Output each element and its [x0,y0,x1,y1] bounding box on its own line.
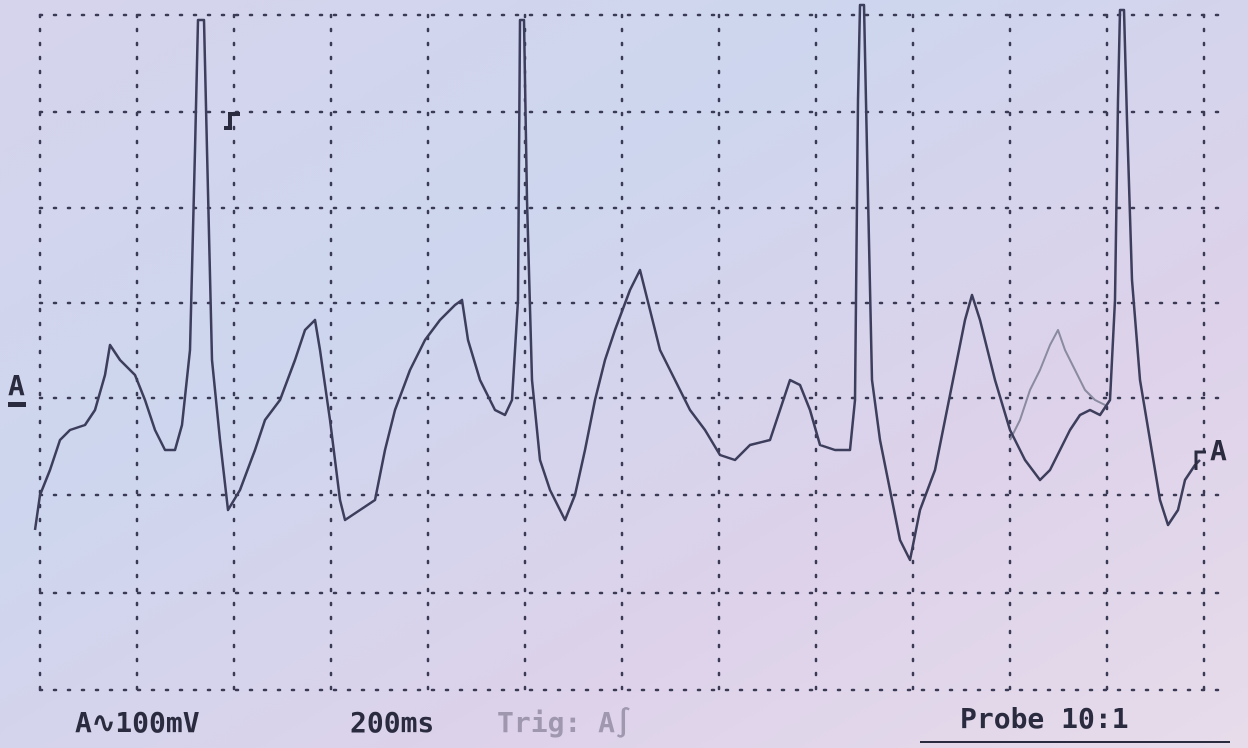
trigger-level-marker [224,112,240,130]
channel-marker-left: A [8,369,25,402]
ground-marker [8,402,26,407]
probe-setting: Probe 10:1 [960,702,1129,735]
ghost-trace [1009,329,1106,441]
graticule [38,13,1232,692]
vertical-scale: A∿100mV [75,706,200,739]
waveform-trace [33,3,1201,562]
right-trigger-marker [1194,450,1206,470]
timebase: 200ms [350,706,434,739]
trigger-status: Trig: A∫ [497,706,632,739]
channel-marker-right: A [1210,434,1227,467]
